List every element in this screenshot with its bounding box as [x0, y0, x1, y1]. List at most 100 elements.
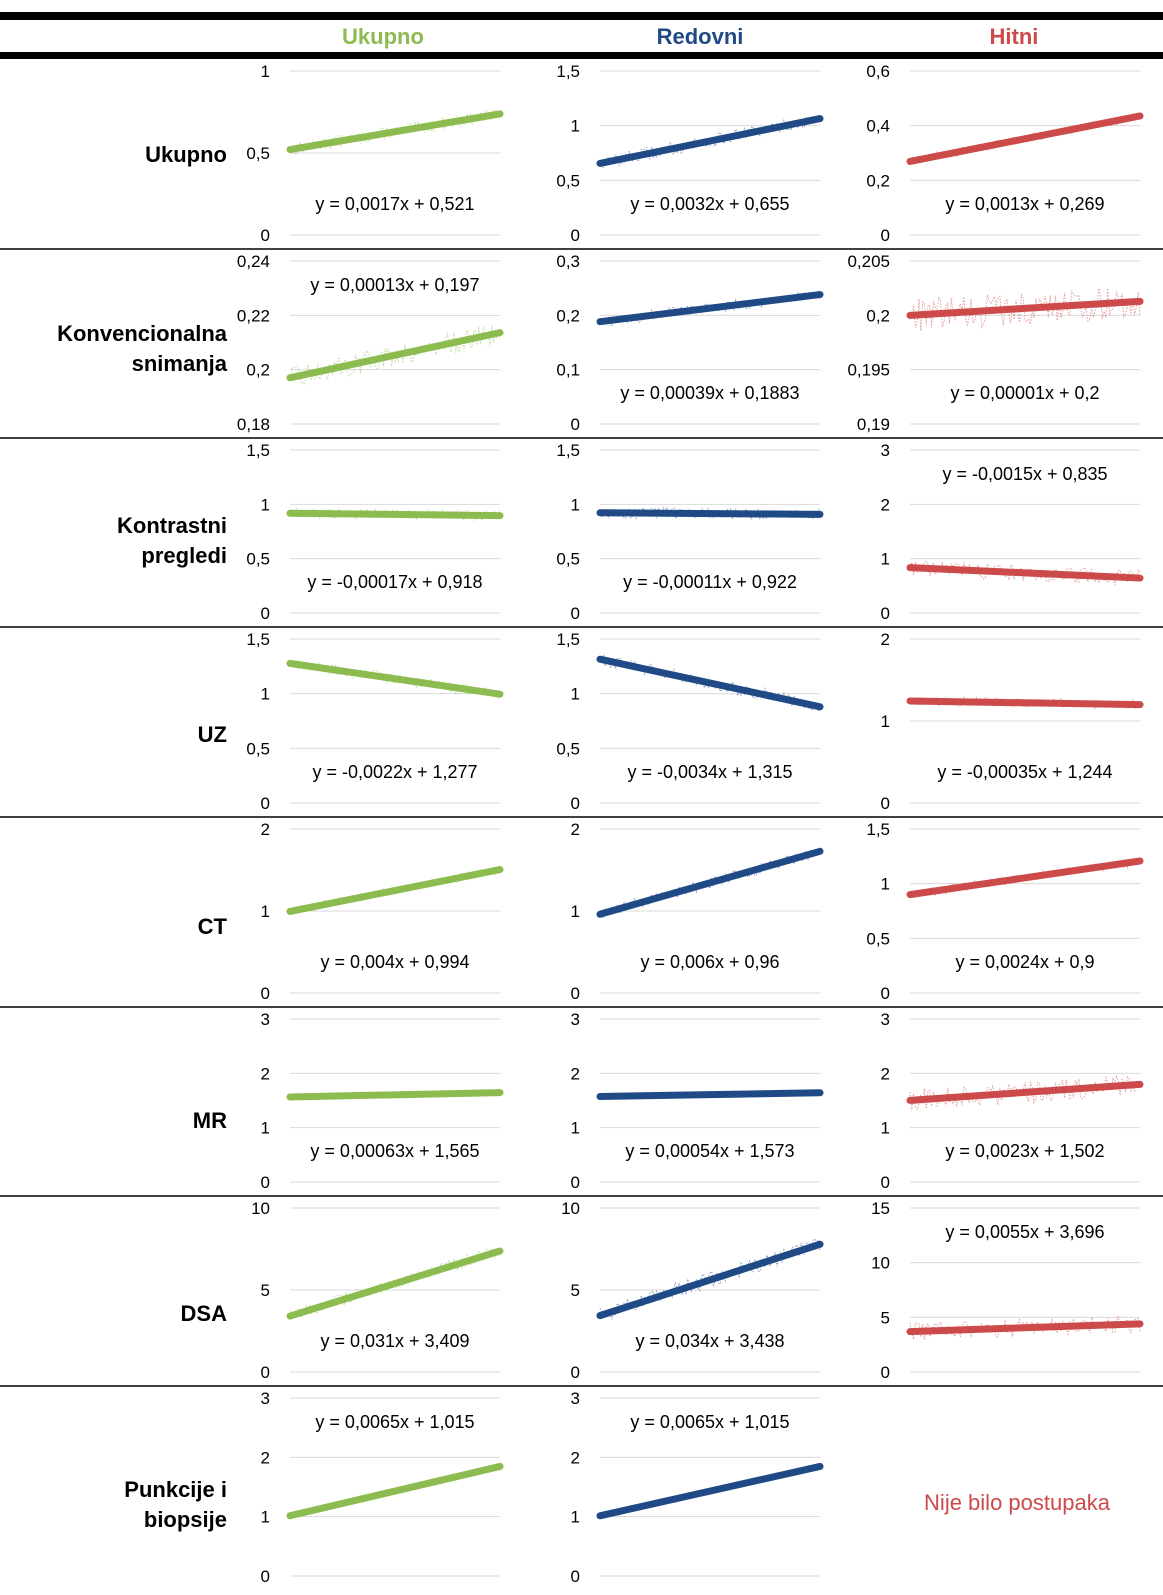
trendline-equation: y = 0,0065x + 1,015	[315, 1412, 474, 1432]
y-tick-label: 0	[881, 226, 890, 245]
trendline	[906, 857, 1144, 899]
y-tick-label: 5	[881, 1308, 890, 1327]
row-label-ukupno: Ukupno	[145, 142, 227, 167]
y-tick-label: 1	[571, 902, 580, 921]
trendline	[596, 115, 824, 167]
trendline	[596, 1089, 824, 1101]
trendline	[596, 1240, 824, 1320]
trendline	[286, 1247, 504, 1320]
trendline-equation: y = -0,00011x + 0,922	[623, 572, 797, 592]
y-tick-label: 0,2	[866, 306, 890, 325]
trendline-equation: y = 0,00001x + 0,2	[950, 383, 1099, 403]
y-tick-label: 0,6	[866, 62, 890, 81]
y-tick-label: 0,4	[866, 117, 890, 136]
y-tick-label: 3	[261, 1389, 270, 1408]
series-line	[909, 288, 1141, 332]
trendline	[286, 1089, 504, 1101]
chart-mr-ukupno: 0 1 2 3 y = 0,00063x + 1,565	[261, 1010, 504, 1192]
y-tick-label: 0	[571, 794, 580, 813]
trendline	[906, 297, 1144, 319]
y-tick-label: 10	[871, 1254, 890, 1273]
y-tick-label: 1	[261, 1119, 270, 1138]
y-tick-label: 2	[571, 820, 580, 839]
chart-mr-hitni: 0 1 2 3 y = 0,0023x + 1,502	[881, 1010, 1144, 1192]
y-tick-label: 0,19	[857, 415, 890, 434]
y-tick-label: 1	[261, 62, 270, 81]
trendline-equation: y = 0,006x + 0,96	[640, 952, 779, 972]
series-line	[909, 1075, 1141, 1111]
chart-kontrastni-pregledi-hitni: 0 1 2 3 y = -0,0015x + 0,835	[881, 441, 1144, 623]
trendline-equation: y = -0,0022x + 1,277	[312, 762, 477, 782]
chart-ukupno-hitni: 0 0,2 0,4 0,6 y = 0,0013x + 0,269	[866, 62, 1144, 245]
y-tick-label: 0,205	[847, 252, 890, 271]
trendline-equation: y = -0,0034x + 1,315	[627, 762, 792, 782]
y-tick-label: 0	[571, 415, 580, 434]
chart-ukupno-ukupno: 0 0,5 1 y = 0,0017x + 0,521	[246, 62, 504, 245]
y-tick-label: 0,22	[237, 306, 270, 325]
y-tick-label: 0,195	[847, 361, 890, 380]
y-tick-label: 15	[871, 1199, 890, 1218]
y-tick-label: 0,5	[246, 739, 270, 758]
trendline	[596, 509, 824, 518]
y-tick-label: 0	[571, 984, 580, 1003]
row-label-dsa: DSA	[181, 1301, 228, 1326]
chart-ct-ukupno: 0 1 2 y = 0,004x + 0,994	[261, 820, 504, 1003]
column-header-redovni: Redovni	[657, 24, 744, 49]
row-label-uz: UZ	[198, 722, 227, 747]
y-tick-label: 1	[881, 875, 890, 894]
y-tick-label: 0,5	[866, 929, 890, 948]
chart-konvencionalna-snimanja-ukupno: 0,18 0,2 0,22 0,24 y = 0,00013x + 0,197	[237, 252, 504, 434]
no-data-message: Nije bilo postupaka	[924, 1490, 1111, 1515]
y-tick-label: 10	[251, 1199, 270, 1218]
series-line	[599, 506, 820, 521]
y-tick-label: 0,5	[246, 550, 270, 569]
y-tick-label: 2	[881, 1064, 890, 1083]
y-tick-label: 2	[571, 1448, 580, 1467]
chart-mr-redovni: 0 1 2 3 y = 0,00054x + 1,573	[571, 1010, 824, 1192]
trendline-equation: y = -0,00035x + 1,244	[937, 762, 1112, 782]
y-tick-label: 3	[261, 1010, 270, 1029]
chart-uz-ukupno: 0 0,5 1 1,5 y = -0,0022x + 1,277	[246, 630, 504, 813]
y-tick-label: 0	[571, 1567, 580, 1586]
row-label-punkcije-i-biopsije: Punkcije i biopsije	[124, 1477, 227, 1532]
y-tick-label: 1	[881, 550, 890, 569]
trendline-equation: y = -0,0015x + 0,835	[942, 464, 1107, 484]
chart-ct-hitni: 0 0,5 1 1,5 y = 0,0024x + 0,9	[866, 820, 1144, 1003]
y-tick-label: 0	[261, 1363, 270, 1382]
column-header-hitni: Hitni	[990, 24, 1039, 49]
y-tick-label: 3	[881, 1010, 890, 1029]
y-tick-label: 0,1	[556, 361, 580, 380]
trendline-equation: y = -0,00017x + 0,918	[307, 572, 482, 592]
y-tick-label: 0,5	[246, 144, 270, 163]
y-tick-label: 2	[571, 1064, 580, 1083]
header-top-rule	[0, 12, 1163, 20]
row-label-mr: MR	[193, 1108, 227, 1133]
chart-konvencionalna-snimanja-hitni: 0,19 0,195 0,2 0,205 y = 0,00001x + 0,2	[847, 252, 1144, 434]
y-tick-label: 1,5	[556, 630, 580, 649]
trendline-equation: y = 0,034x + 3,438	[635, 1331, 784, 1351]
y-tick-label: 2	[261, 1448, 270, 1467]
y-tick-label: 0	[261, 226, 270, 245]
y-tick-label: 1	[881, 1119, 890, 1138]
y-tick-label: 0	[261, 1173, 270, 1192]
y-tick-label: 1	[261, 902, 270, 921]
y-tick-label: 1	[881, 712, 890, 731]
chart-ct-redovni: 0 1 2 y = 0,006x + 0,96	[571, 820, 824, 1003]
y-tick-label: 1,5	[556, 441, 580, 460]
y-tick-label: 0	[881, 794, 890, 813]
y-tick-label: 3	[571, 1010, 580, 1029]
y-tick-label: 1	[571, 1119, 580, 1138]
y-tick-label: 0	[571, 1363, 580, 1382]
trendline-equation: y = 0,00054x + 1,573	[625, 1141, 794, 1161]
row-separators	[0, 248, 1163, 1387]
y-tick-label: 0	[261, 984, 270, 1003]
trendline-equation: y = 0,0024x + 0,9	[955, 952, 1094, 972]
row-label-konvencionalna-snimanja: Konvencionalna snimanja	[57, 321, 228, 376]
y-tick-label: 0	[881, 604, 890, 623]
trendline	[286, 509, 504, 520]
trendline-equation: y = 0,004x + 0,994	[320, 952, 469, 972]
trendline	[286, 329, 504, 382]
y-tick-label: 0,2	[556, 306, 580, 325]
row-label-kontrastni-pregledi: Kontrastni pregledi	[117, 513, 227, 568]
trendline-equation: y = 0,0023x + 1,502	[945, 1141, 1104, 1161]
